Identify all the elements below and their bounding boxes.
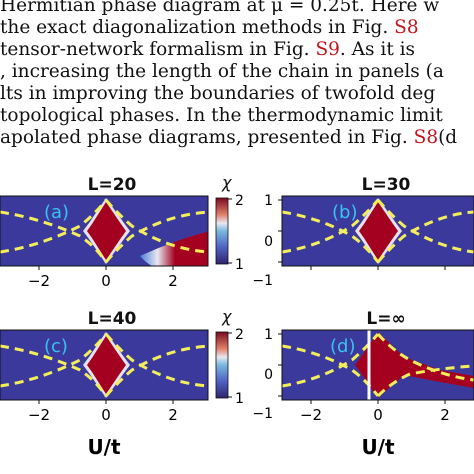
topological-region	[87, 202, 126, 260]
x-tick-label: 2	[440, 406, 450, 424]
phase-boundary	[0, 199, 108, 254]
phase-boundary	[0, 333, 108, 388]
text-line-4: , increasing the length of the chain in …	[0, 61, 444, 82]
y-tick-label: 0	[264, 367, 273, 383]
x-tick-label: 2	[168, 406, 178, 424]
topological-tail-region	[140, 231, 208, 266]
x-tick-label: −2	[28, 272, 50, 290]
phase-boundary	[376, 333, 474, 382]
phase-boundary	[0, 344, 108, 397]
x-tick-label: 2	[168, 272, 178, 290]
colorbar-max-label: 2	[235, 193, 244, 209]
panel-title: L=20	[88, 175, 137, 195]
phase-boundary	[104, 344, 208, 397]
phase-boundary	[0, 210, 108, 263]
phase-boundary	[104, 199, 208, 254]
x-tick-label: 0	[373, 406, 383, 424]
phase-boundary	[104, 333, 208, 388]
panel-d: L=∞ (d) 1 0 −1 −2 0 2 U/t	[252, 309, 474, 459]
phase-boundary	[282, 199, 380, 254]
panel-label: (c)	[44, 336, 68, 357]
phase-boundary	[282, 333, 380, 388]
x-axis-label: U/t	[87, 435, 121, 459]
x-tick-label: 0	[101, 406, 111, 424]
panel-title: L=30	[362, 175, 411, 195]
panel-label: (a)	[44, 202, 69, 223]
topological-region	[87, 336, 126, 394]
phase-boundary	[376, 199, 474, 254]
colorbar-a: χ 2 1	[215, 173, 244, 273]
phase-boundary	[282, 344, 380, 397]
colorbar-min-label: 1	[235, 257, 244, 273]
y-tick-label: 0	[264, 234, 273, 250]
x-tick-label: −2	[28, 406, 50, 424]
reference-link[interactable]: S8	[394, 17, 419, 38]
colorbar-min-label: 1	[235, 391, 244, 407]
x-tick-label: −2	[300, 406, 322, 424]
phase-boundary	[376, 210, 474, 263]
colorbar-max-label: 2	[235, 327, 244, 343]
text-line-6: topological phases. In the thermodynamic…	[0, 105, 443, 126]
text-line-7: apolated phase diagrams, presented in Fi…	[0, 127, 458, 148]
panel-label: (d)	[330, 336, 355, 357]
colorbar-symbol: χ	[221, 173, 232, 192]
panel-a: L=20 (a) −2 0 2	[0, 175, 209, 290]
y-tick-label: −1	[252, 273, 273, 289]
phase-boundary	[282, 210, 380, 263]
text-line-1: Hermitian phase diagram at μ = 0.25t. He…	[0, 0, 440, 16]
y-tick-label: 1	[264, 327, 273, 343]
topological-region	[359, 202, 398, 260]
x-axis-label: U/t	[361, 435, 395, 459]
colorbar	[215, 197, 229, 265]
panel-label: (b)	[332, 202, 357, 223]
panel-title: L=40	[88, 309, 137, 329]
phase-boundary	[104, 210, 208, 263]
text-line-5: lts in improving the boundaries of twofo…	[0, 83, 436, 104]
colorbar	[215, 331, 229, 399]
panel-b: L=30 (b) 1 0 −1	[252, 175, 474, 289]
panel-c: L=40 (c) −2 0 2 U/t	[0, 309, 209, 459]
text-line-3: tensor-network formalism in Fig. S9. As …	[0, 39, 416, 60]
y-tick-label: 1	[264, 193, 273, 209]
reference-link[interactable]: S8	[413, 127, 439, 148]
y-tick-label: −1	[252, 406, 273, 422]
axes-frame	[0, 329, 209, 401]
axes-frame	[0, 195, 209, 267]
text-line-2: the exact diagonalization methods in Fig…	[0, 17, 419, 38]
x-tick-label: 0	[101, 272, 111, 290]
colorbar-c: χ 2 1	[215, 307, 244, 407]
colorbar-symbol: χ	[221, 307, 232, 326]
reference-link[interactable]: S9	[315, 39, 340, 60]
topological-region	[355, 332, 474, 398]
panel-title: L=∞	[366, 309, 405, 329]
